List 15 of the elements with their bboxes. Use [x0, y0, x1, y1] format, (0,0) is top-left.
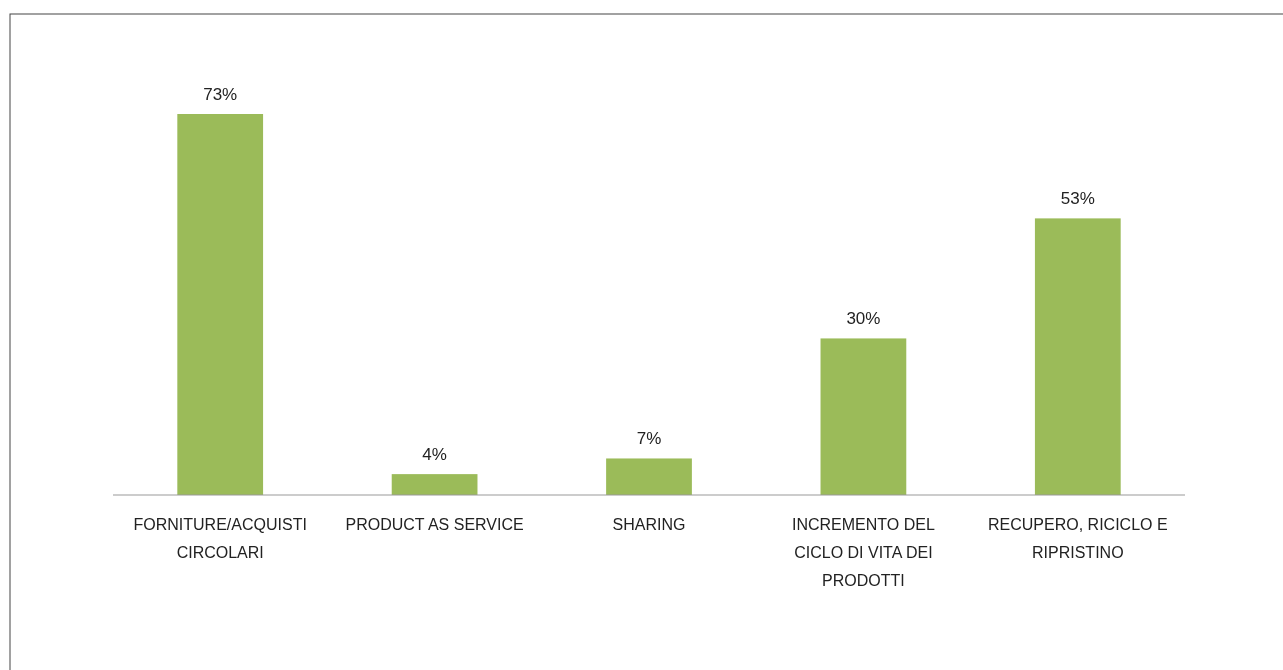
bar [606, 458, 692, 495]
data-label: 4% [422, 445, 447, 465]
data-label: 53% [1060, 189, 1095, 209]
x-tick-label: FORNITURE/ACQUISTI CIRCOLARI [133, 516, 307, 561]
data-label: 7% [636, 429, 662, 449]
x-tick-label: PRODUCT AS SERVICE [345, 516, 524, 533]
x-tick-label: RECUPERO, RICICLO E RIPRISTINO [988, 516, 1168, 561]
bar [1034, 218, 1121, 495]
data-label: 30% [846, 309, 881, 329]
data-label: 73% [203, 85, 238, 104]
bar [177, 114, 264, 495]
bar [820, 338, 907, 495]
x-tick-label: SHARING [612, 516, 686, 533]
x-tick-label: INCREMENTO DEL CICLO DI VITA DEI PRODOTTI [791, 516, 935, 589]
bar [391, 474, 478, 495]
